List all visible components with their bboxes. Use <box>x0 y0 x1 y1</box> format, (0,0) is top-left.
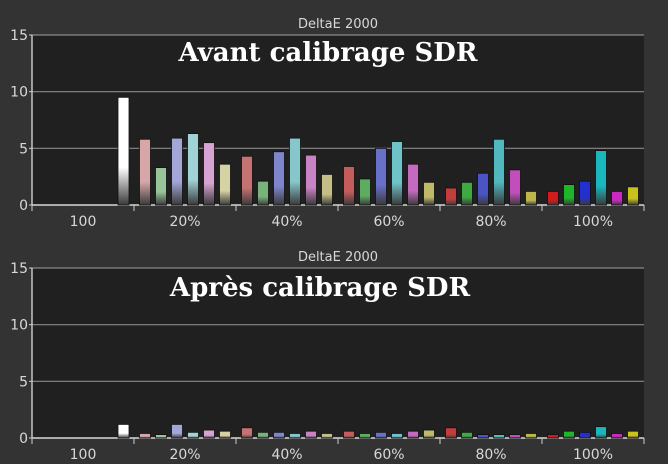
bar <box>547 434 559 439</box>
bar <box>547 190 559 206</box>
bar <box>241 155 253 206</box>
bar <box>139 433 151 439</box>
y-tick-labels: 0 5 10 15 <box>10 261 28 447</box>
bar <box>611 190 623 206</box>
plot-area <box>32 268 644 438</box>
bar <box>155 434 167 439</box>
bar <box>257 180 269 206</box>
y-tick-label: 15 <box>10 28 28 44</box>
y-tick-label: 5 <box>19 141 28 157</box>
bar <box>359 433 371 439</box>
bar <box>407 163 419 206</box>
bar <box>273 431 285 439</box>
y-tick-label: 0 <box>19 198 28 214</box>
bar <box>321 433 333 439</box>
bars <box>117 423 639 439</box>
bar <box>525 433 537 439</box>
bar <box>359 178 371 206</box>
bar <box>391 141 403 206</box>
x-tick-label: 100% <box>573 447 613 463</box>
y-tick-label: 10 <box>10 85 28 101</box>
x-tick-label: 40% <box>271 214 302 230</box>
bar <box>627 186 639 206</box>
y-tick-label: 10 <box>10 318 28 334</box>
chart-annotation: Après calibrage SDR <box>169 273 471 303</box>
bar <box>257 431 269 439</box>
bar <box>563 184 575 206</box>
bar <box>595 426 607 439</box>
bar <box>289 137 301 206</box>
y-tick-labels: 0 5 10 15 <box>10 28 28 214</box>
gridlines <box>29 267 645 444</box>
bar <box>219 430 231 439</box>
bar <box>579 180 591 206</box>
plot-area <box>32 35 644 205</box>
gridlines <box>29 34 645 211</box>
bar <box>445 187 457 206</box>
chart-title: DeltaE 2000 <box>298 17 378 32</box>
bar <box>563 430 575 439</box>
bar <box>461 181 473 206</box>
y-tick-label: 0 <box>19 431 28 447</box>
chart-avant: DeltaE 2000 Avant calibrage SDR 0 5 10 15 1… <box>10 17 645 230</box>
bar <box>203 142 215 206</box>
bar <box>187 431 199 439</box>
x-tick-label: 20% <box>169 214 200 230</box>
x-tick-label: 80% <box>475 447 506 463</box>
bar <box>305 154 317 206</box>
bar <box>139 138 151 206</box>
bar <box>477 434 489 439</box>
bar <box>391 433 403 439</box>
bar <box>117 96 130 206</box>
chart-apres: DeltaE 2000 Après calibrage SDR 0 5 10 15 1… <box>10 250 645 463</box>
x-tick-label: 100% <box>573 214 613 230</box>
x-tick-labels: 100 20% 40% 60% 80% 100% <box>70 447 613 463</box>
x-tick-label: 100 <box>70 447 97 463</box>
bars <box>117 96 639 206</box>
bar <box>509 169 521 206</box>
x-tick-label: 60% <box>373 214 404 230</box>
y-tick-label: 15 <box>10 261 28 277</box>
x-tick-label: 80% <box>475 214 506 230</box>
bar <box>375 431 387 439</box>
bar <box>171 137 183 206</box>
bar <box>477 172 489 206</box>
bar <box>493 138 505 206</box>
bar <box>509 434 521 439</box>
bar <box>627 430 639 439</box>
bar <box>525 190 537 206</box>
bar <box>203 429 215 439</box>
x-tick-label: 60% <box>373 447 404 463</box>
bar <box>171 423 183 439</box>
bar <box>155 167 167 206</box>
bar <box>343 166 355 206</box>
bar <box>187 133 199 206</box>
bar <box>321 173 333 206</box>
bar <box>343 430 355 439</box>
bar <box>375 147 387 206</box>
bar <box>305 430 317 439</box>
bar <box>579 431 591 439</box>
bar <box>493 434 505 439</box>
bar <box>611 433 623 439</box>
bar <box>461 431 473 439</box>
y-tick-label: 5 <box>19 374 28 390</box>
x-tick-label: 40% <box>271 447 302 463</box>
bar <box>289 433 301 439</box>
x-tick-label: 100 <box>70 214 97 230</box>
bar <box>407 430 419 439</box>
bar <box>241 427 253 439</box>
bar <box>595 150 607 206</box>
chart-title: DeltaE 2000 <box>298 250 378 265</box>
x-tick-labels: 100 20% 40% 60% 80% 100% <box>70 214 613 230</box>
x-tick-label: 20% <box>169 447 200 463</box>
chart-annotation: Avant calibrage SDR <box>178 38 478 68</box>
bar <box>117 423 130 439</box>
bar <box>445 427 457 439</box>
bar <box>423 181 435 206</box>
bar <box>273 151 285 206</box>
bar <box>423 429 435 439</box>
bar <box>219 163 231 206</box>
